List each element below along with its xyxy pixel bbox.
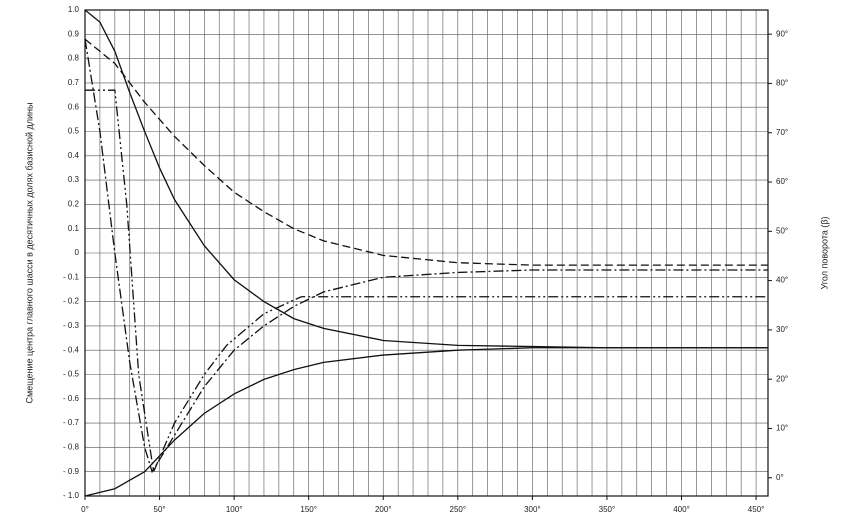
- y2-tick-label: 20°: [776, 374, 788, 383]
- y-tick-label: - 0.6: [63, 394, 80, 403]
- y-axis-title: Смещение центра главного шасси в десятич…: [24, 103, 34, 404]
- x-tick-label: 400°: [673, 505, 690, 514]
- y-tick-label: 1.0: [68, 5, 80, 14]
- y2-tick-label: 10°: [776, 424, 788, 433]
- y-tick-label: 0: [75, 248, 80, 257]
- series-line: [84, 38, 768, 266]
- x-tick-label: 450°: [748, 505, 765, 514]
- series-line: [84, 347, 768, 497]
- y-tick-label: - 0.2: [63, 297, 80, 306]
- y-tick-label: 0.9: [68, 29, 80, 38]
- x-tick-label: 50°: [154, 505, 166, 514]
- y-tick-label: 0.3: [68, 175, 80, 184]
- x-tick-label: 0°: [81, 505, 89, 514]
- y-tick-label: - 0.5: [63, 370, 80, 379]
- y2-tick-label: 0°: [776, 473, 784, 482]
- y2-tick-label: 50°: [776, 226, 788, 235]
- y2-tick-label: 80°: [776, 79, 788, 88]
- x-tick-label: 150°: [300, 505, 317, 514]
- series-line: [85, 89, 768, 475]
- series-line: [84, 39, 768, 474]
- series-line: [84, 9, 768, 349]
- x-tick-label: 300°: [524, 505, 541, 514]
- y-tick-label: 0.2: [68, 200, 80, 209]
- x-tick-label: 100°: [226, 505, 243, 514]
- y2-tick-label: 60°: [776, 177, 788, 186]
- plot-frame: [84, 9, 769, 497]
- y2-tick-label: 90°: [776, 29, 788, 38]
- y-tick-label: 0.5: [68, 127, 80, 136]
- y2-tick-label: 70°: [776, 128, 788, 137]
- y-tick-label: 0.1: [68, 224, 80, 233]
- x-tick-label: 350°: [599, 505, 616, 514]
- y2-axis-title: Угол поворота (β): [819, 216, 829, 289]
- y-tick-label: 0.7: [68, 78, 80, 87]
- y-tick-label: 0.4: [68, 151, 80, 160]
- y-tick-label: 0.6: [68, 102, 80, 111]
- y-tick-label: - 0.8: [63, 443, 80, 452]
- y-tick-label: - 0.4: [63, 345, 80, 354]
- y-tick-label: 0.8: [68, 54, 80, 63]
- x-tick-label: 250°: [450, 505, 467, 514]
- y2-tick-label: 40°: [776, 276, 788, 285]
- y-tick-label: - 0.1: [63, 272, 80, 281]
- y2-tick-label: 30°: [776, 325, 788, 334]
- y-tick-label: - 0.7: [63, 418, 80, 427]
- y-tick-label: - 1.0: [63, 491, 80, 500]
- y-tick-label: - 0.9: [63, 467, 80, 476]
- x-tick-label: 200°: [375, 505, 392, 514]
- y-tick-label: - 0.3: [63, 321, 80, 330]
